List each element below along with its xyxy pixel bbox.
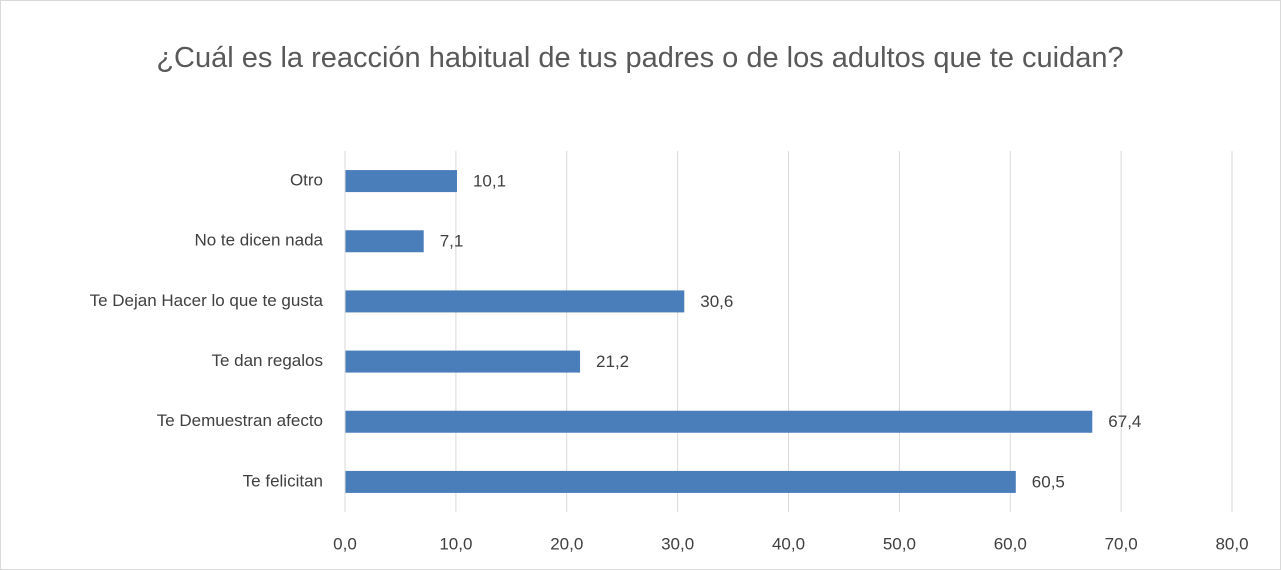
data-label: 60,5 (1032, 472, 1065, 491)
bar (345, 470, 1016, 493)
bar (345, 410, 1093, 433)
data-label: 30,6 (700, 292, 733, 311)
x-tick-label: 30,0 (661, 534, 694, 553)
x-tick-label: 10,0 (439, 534, 472, 553)
data-label: 10,1 (473, 172, 506, 191)
x-tick-label: 80,0 (1215, 534, 1248, 553)
data-label: 21,2 (596, 352, 629, 371)
x-tick-label: 40,0 (772, 534, 805, 553)
y-tick-label: Te dan regalos (211, 351, 323, 370)
x-tick-label: 60,0 (994, 534, 1027, 553)
bar (345, 170, 457, 193)
data-label: 7,1 (440, 232, 464, 251)
y-tick-label: Te felicitan (243, 471, 323, 490)
x-tick-label: 0,0 (333, 534, 357, 553)
x-tick-label: 70,0 (1105, 534, 1138, 553)
y-tick-label: Te Demuestran afecto (157, 411, 323, 430)
y-tick-label: Otro (290, 171, 323, 190)
y-tick-label: Te Dejan Hacer lo que te gusta (90, 291, 324, 310)
bar (345, 290, 685, 313)
x-tick-label: 50,0 (883, 534, 916, 553)
bar (345, 350, 581, 373)
bar (345, 230, 424, 253)
data-label: 67,4 (1108, 412, 1141, 431)
chart-title: ¿Cuál es la reacción habitual de tus pad… (156, 42, 1124, 74)
y-tick-label: No te dicen nada (194, 231, 323, 250)
x-tick-label: 20,0 (550, 534, 583, 553)
